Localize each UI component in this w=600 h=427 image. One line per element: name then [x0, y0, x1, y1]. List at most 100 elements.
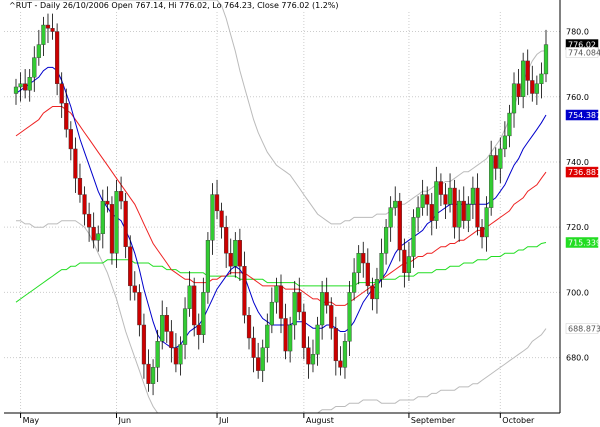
candle: [164, 307, 169, 343]
candle: [310, 339, 316, 373]
candle: [256, 342, 261, 379]
candle: [155, 329, 160, 383]
candle: [228, 238, 233, 275]
candle: [205, 232, 210, 304]
candle-body: [297, 292, 302, 313]
candle: [219, 202, 224, 239]
candle-body: [502, 135, 507, 150]
candle-body: [228, 253, 233, 267]
price-tag-bg: [565, 166, 599, 178]
y-tick-label: 700.0: [566, 288, 589, 297]
candle-body: [521, 60, 526, 97]
candle: [397, 192, 402, 262]
candle: [365, 248, 370, 295]
candle: [420, 179, 425, 216]
price-tag-label: 774.084: [568, 48, 600, 57]
candle: [82, 186, 87, 226]
candle-body: [256, 357, 261, 371]
candle: [457, 189, 462, 242]
price-tag-bg: [565, 109, 599, 121]
candle-body: [233, 240, 238, 267]
candle: [434, 166, 439, 229]
candle-body: [420, 194, 425, 208]
candle-body: [443, 194, 448, 205]
candle-body: [525, 60, 530, 81]
candle-body: [292, 292, 297, 326]
candle: [306, 336, 311, 379]
candle: [498, 137, 503, 184]
candle-body: [128, 246, 133, 287]
candle-body: [310, 354, 316, 365]
candle-body: [214, 194, 220, 212]
candle-body: [342, 341, 348, 368]
candle: [530, 65, 535, 102]
candle-body: [511, 83, 517, 114]
price-tag-label: 715.339: [568, 238, 600, 247]
candle: [41, 16, 46, 57]
candle: [36, 29, 41, 66]
candle: [324, 277, 329, 314]
candle: [150, 359, 156, 396]
candle-body: [141, 324, 147, 365]
candle-body: [466, 204, 471, 221]
candle: [178, 336, 183, 376]
candle-body: [324, 292, 329, 306]
candle-body: [530, 80, 535, 94]
candle-body: [470, 187, 475, 205]
candle: [539, 62, 544, 99]
candle: [411, 209, 416, 268]
candle-body: [23, 83, 28, 91]
price-tag-label: 688.873: [568, 325, 600, 334]
candle-body: [479, 226, 485, 238]
candle: [265, 313, 270, 363]
candle: [379, 238, 384, 288]
candle: [237, 228, 242, 281]
candle-body: [457, 200, 462, 228]
candle-body: [114, 191, 119, 254]
candle: [484, 196, 489, 252]
candle: [214, 179, 220, 220]
candle: [187, 271, 192, 317]
candle-body: [288, 324, 293, 352]
candle: [118, 176, 124, 210]
price-tag-label: 736.881: [568, 168, 600, 177]
candle-body: [173, 347, 179, 365]
candle: [438, 173, 444, 206]
candle: [388, 196, 393, 242]
candle-body: [429, 204, 434, 221]
candle-body: [55, 31, 60, 84]
candle-body: [146, 363, 151, 384]
candle-body: [59, 83, 64, 104]
candle: [87, 202, 92, 242]
candle-body: [347, 292, 352, 342]
candle: [475, 173, 480, 236]
candle: [493, 147, 498, 180]
candle-body: [118, 191, 124, 202]
bollinger-upper-line: [16, 0, 547, 225]
candle-body: [155, 341, 160, 368]
candle-layer: [13, 13, 549, 396]
candle: [114, 179, 119, 268]
candle: [105, 186, 110, 213]
candle-body: [132, 285, 137, 293]
candle-body: [393, 200, 398, 208]
candle-body: [164, 314, 169, 332]
candle-body: [397, 200, 402, 251]
candle-body: [283, 318, 288, 352]
candle: [525, 49, 530, 96]
y-tick-label: 760.0: [566, 93, 589, 102]
candle-body: [237, 240, 242, 267]
candle: [77, 163, 83, 203]
candle: [23, 69, 28, 99]
x-tick-label: May: [23, 416, 40, 425]
candle-body: [411, 217, 416, 257]
price-tag-bg: [565, 323, 599, 334]
candle: [128, 235, 133, 301]
price-tag: 688.873: [565, 323, 600, 334]
candle-body: [406, 256, 412, 274]
candle-body: [493, 155, 498, 169]
candle-body: [333, 328, 338, 362]
candle-body: [13, 86, 19, 94]
candle-body: [320, 292, 325, 326]
